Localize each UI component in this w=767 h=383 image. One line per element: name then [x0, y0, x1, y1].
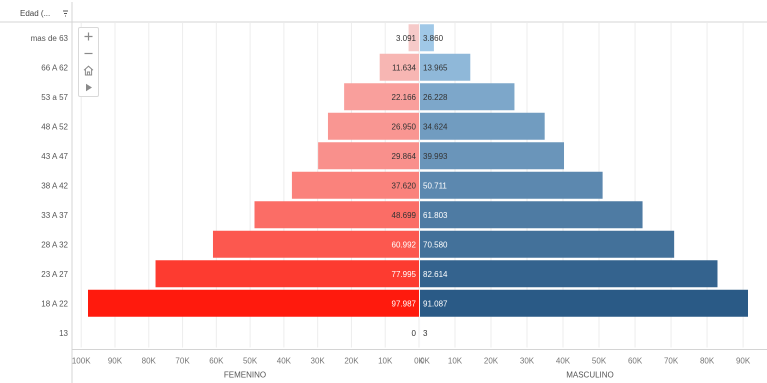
- data-label-masculino: 13.965: [423, 63, 448, 72]
- category-label: 33 A 37: [41, 211, 68, 220]
- data-label-masculino: 39.993: [423, 152, 448, 161]
- data-label-femenino: 48.699: [392, 211, 417, 220]
- data-label-masculino: 3.860: [423, 34, 444, 43]
- data-label-femenino: 60.992: [392, 240, 417, 249]
- tick-label-femenino: 80K: [142, 357, 157, 366]
- data-label-femenino: 22.166: [392, 93, 417, 102]
- tick-label-femenino: 30K: [311, 357, 326, 366]
- bar-masculino: [420, 83, 515, 111]
- tick-label-masculino: 40K: [556, 357, 571, 366]
- data-label-masculino: 34.624: [423, 122, 448, 131]
- data-label-masculino: 3: [423, 329, 428, 338]
- bar-masculino: [420, 230, 675, 258]
- tick-label-masculino: 70K: [664, 357, 679, 366]
- tick-label-femenino: 60K: [209, 357, 224, 366]
- tick-label-femenino: 10K: [378, 357, 393, 366]
- row-header-label: Edad (...: [20, 9, 50, 18]
- bar-masculino: [420, 142, 565, 170]
- bar-masculino: [420, 53, 471, 81]
- tick-label-femenino: 20K: [344, 357, 359, 366]
- bar-femenino: [344, 83, 419, 111]
- bar-masculino: [420, 171, 603, 199]
- tick-label-masculino: 60K: [628, 357, 643, 366]
- data-label-femenino: 26.950: [392, 122, 417, 131]
- zoom-out-button[interactable]: [79, 45, 98, 62]
- play-button[interactable]: [79, 79, 98, 96]
- bar-femenino: [212, 230, 419, 258]
- tick-label-femenino: 100K: [72, 357, 91, 366]
- category-label: 18 A 22: [41, 299, 68, 308]
- axis-title-femenino: FEMENINO: [224, 371, 266, 380]
- tick-label-femenino: 90K: [108, 357, 123, 366]
- bar-masculino: [420, 260, 718, 288]
- data-label-femenino: 0: [412, 329, 417, 338]
- bar-femenino: [88, 289, 419, 317]
- bar-femenino: [318, 142, 419, 170]
- zoom-in-button[interactable]: [79, 28, 98, 45]
- tick-label-masculino: 10K: [448, 357, 463, 366]
- data-label-masculino: 91.087: [423, 299, 448, 308]
- home-icon: [83, 65, 94, 76]
- bar-masculino: [420, 24, 434, 52]
- data-label-femenino: 3.091: [396, 34, 417, 43]
- tick-label-femenino: 40K: [277, 357, 292, 366]
- axis-title-masculino: MASCULINO: [566, 371, 614, 380]
- bar-femenino: [379, 53, 419, 81]
- data-label-femenino: 77.995: [392, 270, 417, 279]
- play-icon: [85, 83, 92, 92]
- category-label: 43 A 47: [41, 152, 68, 161]
- minus-icon: [84, 52, 93, 55]
- data-label-masculino: 26.228: [423, 93, 448, 102]
- home-button[interactable]: [79, 62, 98, 79]
- tick-label-masculino: 50K: [592, 357, 607, 366]
- tick-label-femenino: 50K: [243, 357, 258, 366]
- plus-icon: [84, 32, 93, 41]
- category-label: 28 A 32: [41, 240, 68, 249]
- tick-label-femenino: 70K: [175, 357, 190, 366]
- data-label-femenino: 29.864: [392, 152, 417, 161]
- bar-masculino: [420, 201, 643, 229]
- data-label-masculino: 50.711: [423, 181, 447, 190]
- data-label-femenino: 97.987: [392, 299, 417, 308]
- bar-femenino: [291, 171, 419, 199]
- category-label: mas de 63: [31, 34, 69, 43]
- tick-label-masculino: 90K: [736, 357, 751, 366]
- category-label: 13: [59, 329, 68, 338]
- data-label-femenino: 11.634: [392, 63, 416, 72]
- tick-label-masculino: 80K: [700, 357, 715, 366]
- category-label: 66 A 62: [41, 63, 68, 72]
- tick-label-masculino: 30K: [520, 357, 535, 366]
- bar-masculino: [420, 112, 545, 140]
- bar-femenino: [408, 24, 419, 52]
- category-label: 48 A 52: [41, 122, 68, 131]
- tick-label-femenino: 0K: [414, 357, 424, 366]
- tick-label-masculino: 0K: [420, 357, 430, 366]
- bar-femenino: [327, 112, 419, 140]
- data-label-masculino: 82.614: [423, 270, 448, 279]
- bar-masculino: [420, 289, 748, 317]
- sort-descending-icon: [63, 10, 68, 17]
- category-label: 38 A 42: [41, 181, 68, 190]
- category-label: 23 A 27: [41, 270, 68, 279]
- data-label-masculino: 70.580: [423, 240, 448, 249]
- category-label: 53 a 57: [41, 93, 68, 102]
- map-toolbar: [78, 27, 99, 97]
- tick-label-masculino: 20K: [484, 357, 499, 366]
- bar-femenino: [254, 201, 419, 229]
- data-label-femenino: 37.620: [392, 181, 417, 190]
- bar-femenino: [155, 260, 419, 288]
- data-label-masculino: 61.803: [423, 211, 448, 220]
